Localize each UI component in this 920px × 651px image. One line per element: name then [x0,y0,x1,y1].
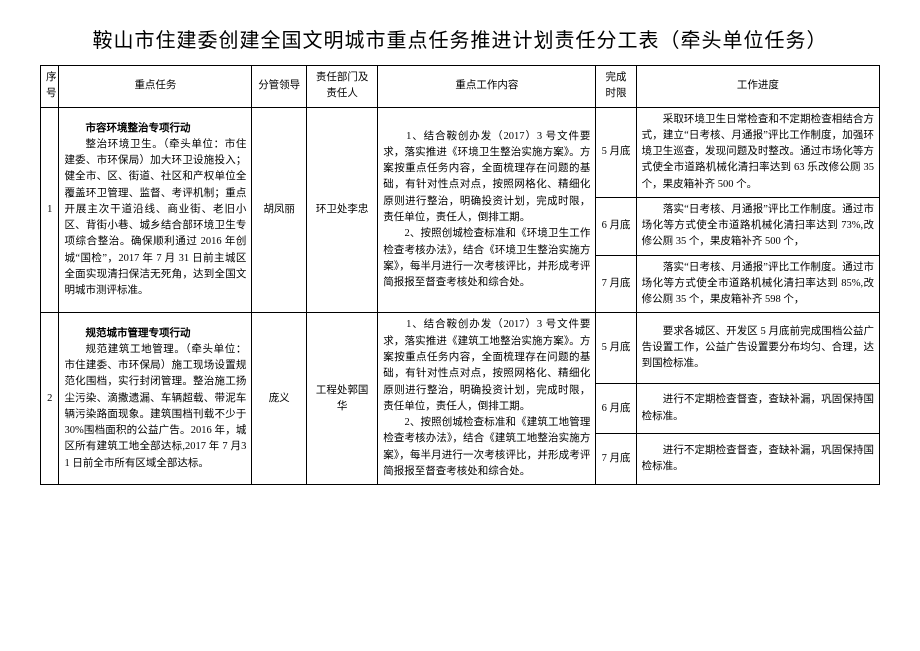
cell-deadline: 6 月底 [596,383,636,434]
cell-deadline: 6 月底 [596,197,636,255]
cell-deadline: 5 月底 [596,313,636,383]
task-body: 整治环境卫生。（牵头单位：市住建委、市环保局）加大环卫设施投入；健全市、区、街道… [64,137,246,300]
col-resp-header: 责任部门及责任人 [306,66,377,108]
cell-deadline: 7 月底 [596,255,636,313]
cell-progress: 落实“日考核、月通报”评比工作制度。通过市场化等方式使全市道路机械化清扫率达到 … [636,197,879,255]
task-table: 序号 重点任务 分管领导 责任部门及责任人 重点工作内容 完成时限 工作进度 1… [40,65,880,485]
cell-task: 规范城市管理专项行动 规范建筑工地管理。（牵头单位：市住建委、市环保局）施工现场… [59,313,252,485]
cell-task: 市容环境整治专项行动 整治环境卫生。（牵头单位：市住建委、市环保局）加大环卫设施… [59,107,252,313]
page-title: 鞍山市住建委创建全国文明城市重点任务推进计划责任分工表（牵头单位任务） [40,24,880,53]
cell-idx: 1 [41,107,59,313]
cell-deadline: 5 月底 [596,107,636,197]
col-deadline-header: 完成时限 [596,66,636,108]
cell-resp: 环卫处李忠 [306,107,377,313]
cell-work: 1、结合鞍创办发（2017）3 号文件要求，落实推进《建筑工地整治实施方案》。方… [378,313,596,485]
col-task-header: 重点任务 [59,66,252,108]
col-progress-header: 工作进度 [636,66,879,108]
cell-leader: 胡凤丽 [252,107,307,313]
cell-progress: 进行不定期检查督查，查缺补漏，巩固保持国检标准。 [636,434,879,485]
col-work-header: 重点工作内容 [378,66,596,108]
cell-progress: 进行不定期检查督查，查缺补漏，巩固保持国检标准。 [636,383,879,434]
cell-progress: 落实“日考核、月通报”评比工作制度。通过市场化等方式使全市道路机械化清扫率达到 … [636,255,879,313]
cell-deadline: 7 月底 [596,434,636,485]
table-header-row: 序号 重点任务 分管领导 责任部门及责任人 重点工作内容 完成时限 工作进度 [41,66,880,108]
cell-leader: 庞义 [252,313,307,485]
col-leader-header: 分管领导 [252,66,307,108]
table-row: 2 规范城市管理专项行动 规范建筑工地管理。（牵头单位：市住建委、市环保局）施工… [41,313,880,383]
cell-progress: 要求各城区、开发区 5 月底前完成围档公益广告设置工作，公益广告设置要分布均匀、… [636,313,879,383]
cell-progress: 采取环境卫生日常检查和不定期检查相结合方式，建立“日考核、月通报”评比工作制度，… [636,107,879,197]
task-title: 规范城市管理专项行动 [64,326,246,342]
task-title: 市容环境整治专项行动 [64,121,246,137]
cell-resp: 工程处郭国华 [306,313,377,485]
task-body: 规范建筑工地管理。（牵头单位：市住建委、市环保局）施工现场设置规范化围档，实行封… [64,342,246,472]
cell-work: 1、结合鞍创办发（2017）3 号文件要求，落实推进《环境卫生整治实施方案》。方… [378,107,596,313]
cell-idx: 2 [41,313,59,485]
table-row: 1 市容环境整治专项行动 整治环境卫生。（牵头单位：市住建委、市环保局）加大环卫… [41,107,880,197]
col-idx-header: 序号 [41,66,59,108]
